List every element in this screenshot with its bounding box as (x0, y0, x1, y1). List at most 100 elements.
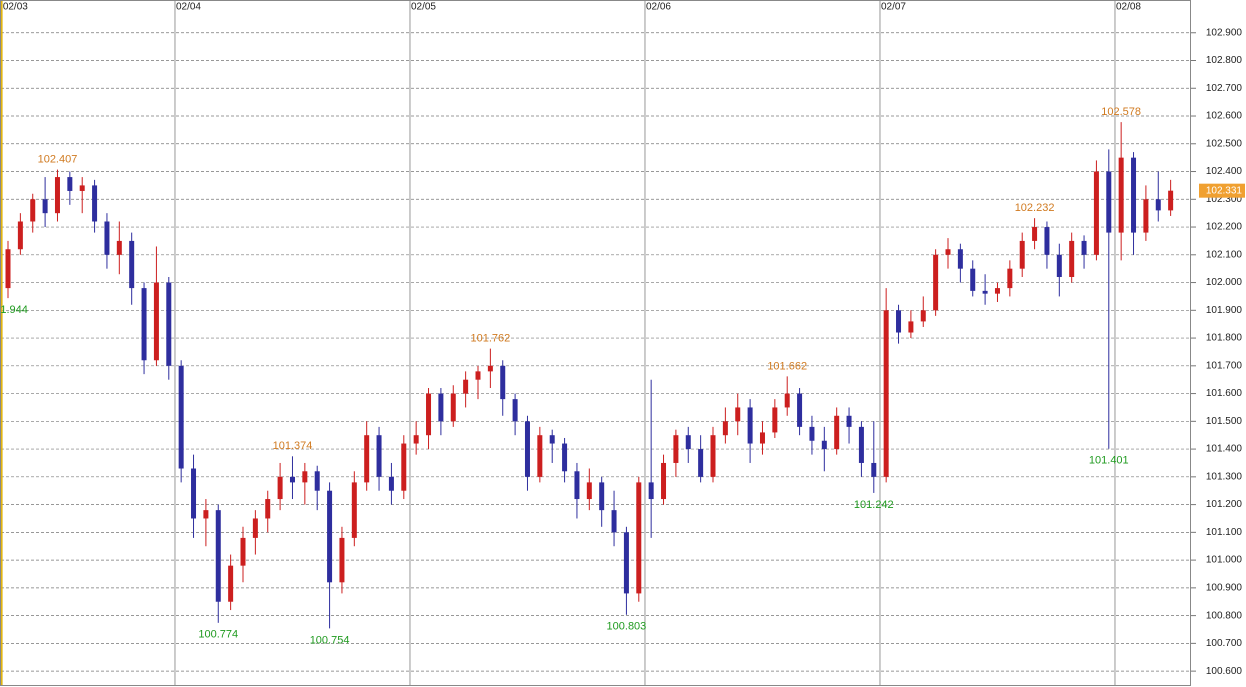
current-price-label: 102.331 (1206, 185, 1243, 196)
y-tick-label: 101.200 (1206, 499, 1243, 510)
high-label: 102.407 (38, 153, 78, 165)
candle-body (957, 249, 963, 269)
candle-body (438, 393, 444, 422)
candle-body (388, 476, 394, 491)
candle-body (178, 365, 184, 469)
candle-body (277, 476, 283, 500)
candle-body (623, 532, 629, 594)
candle-body (166, 282, 172, 366)
low-label: 101.401 (1089, 455, 1129, 467)
low-label: 100.754 (310, 634, 350, 646)
candle-body (42, 199, 48, 214)
candle-body (141, 288, 147, 361)
day-label: 02/07 (881, 2, 906, 13)
candle-body (871, 462, 877, 477)
y-tick-label: 101.100 (1206, 527, 1243, 538)
candle-body (463, 379, 469, 394)
candle-body (450, 393, 456, 422)
candle-body (784, 393, 790, 408)
day-label: 02/03 (3, 2, 28, 13)
candle-body (17, 221, 23, 250)
low-label: 101.242 (854, 499, 894, 511)
candle-body (153, 282, 159, 361)
candle-body (1168, 190, 1174, 211)
candle-body (1106, 171, 1112, 233)
candle-body (994, 288, 1000, 294)
candle-body (1069, 240, 1075, 277)
plot-frame (0, 0, 1191, 686)
candle-body (364, 435, 370, 483)
y-tick-label: 100.900 (1206, 582, 1243, 593)
candle-body (401, 443, 407, 491)
candle-body (413, 435, 419, 444)
candle-body (203, 510, 209, 519)
candle-body (129, 240, 135, 289)
candle-body (945, 249, 951, 255)
candle-body (920, 310, 926, 322)
candle-body (809, 426, 815, 441)
y-tick-label: 100.600 (1206, 666, 1243, 677)
low-label: 100.774 (198, 629, 238, 641)
y-tick-label: 102.200 (1206, 222, 1243, 233)
y-tick-label: 101.300 (1206, 471, 1243, 482)
candle-body (834, 415, 840, 450)
candle-body (797, 393, 803, 427)
candle-body (710, 435, 716, 477)
y-tick-label: 102.900 (1206, 27, 1243, 38)
y-tick-label: 102.400 (1206, 166, 1243, 177)
y-tick-label: 100.700 (1206, 638, 1243, 649)
candle-body (599, 482, 605, 511)
candle-body (883, 310, 889, 477)
candle-body (351, 482, 357, 538)
candle-body (673, 435, 679, 463)
candle-body (5, 249, 11, 289)
candle-body (574, 471, 580, 500)
candle-body (426, 393, 432, 436)
candle-body (104, 221, 110, 255)
candle-body (1007, 268, 1013, 289)
candle-body (685, 435, 691, 450)
candle-body (92, 185, 98, 222)
candle-body (215, 510, 221, 602)
candle-body (908, 321, 914, 333)
candle-body (376, 435, 382, 477)
candle-body (821, 440, 827, 450)
high-label: 101.662 (767, 360, 807, 372)
candle-body (1131, 157, 1137, 233)
y-tick-label: 101.500 (1206, 416, 1243, 427)
y-tick-label: 100.800 (1206, 610, 1243, 621)
candle-body (970, 268, 976, 291)
candle-body (549, 435, 555, 444)
low-label: 101.944 (0, 304, 28, 316)
candle-body (759, 432, 765, 444)
candle-body (722, 421, 728, 436)
day-label: 02/06 (646, 2, 671, 13)
candle-body (698, 449, 704, 477)
candle-body (611, 510, 617, 533)
candle-body (327, 490, 333, 583)
high-label: 101.762 (470, 333, 510, 345)
y-tick-label: 101.800 (1206, 333, 1243, 344)
y-tick-label: 102.300 (1206, 194, 1243, 205)
high-label: 102.232 (1015, 202, 1055, 214)
candle-body (537, 435, 543, 477)
candle-body (1155, 199, 1161, 211)
candle-body (475, 371, 481, 380)
y-tick-label: 102.100 (1206, 249, 1243, 260)
y-tick-label: 101.400 (1206, 444, 1243, 455)
candle-body (314, 471, 320, 491)
candle-body (896, 310, 902, 333)
candle-body (648, 482, 654, 500)
candle-body (302, 471, 308, 483)
y-tick-label: 102.800 (1206, 55, 1243, 66)
y-tick-label: 101.700 (1206, 360, 1243, 371)
candle-body (1118, 157, 1124, 233)
candle-body (240, 537, 246, 566)
candle-body (252, 518, 258, 538)
candle-body (1019, 240, 1025, 269)
y-tick-label: 102.700 (1206, 83, 1243, 94)
current-price-box (1199, 183, 1245, 198)
candle-body (116, 240, 122, 255)
candle-body (1081, 240, 1087, 255)
candle-body (772, 407, 778, 433)
